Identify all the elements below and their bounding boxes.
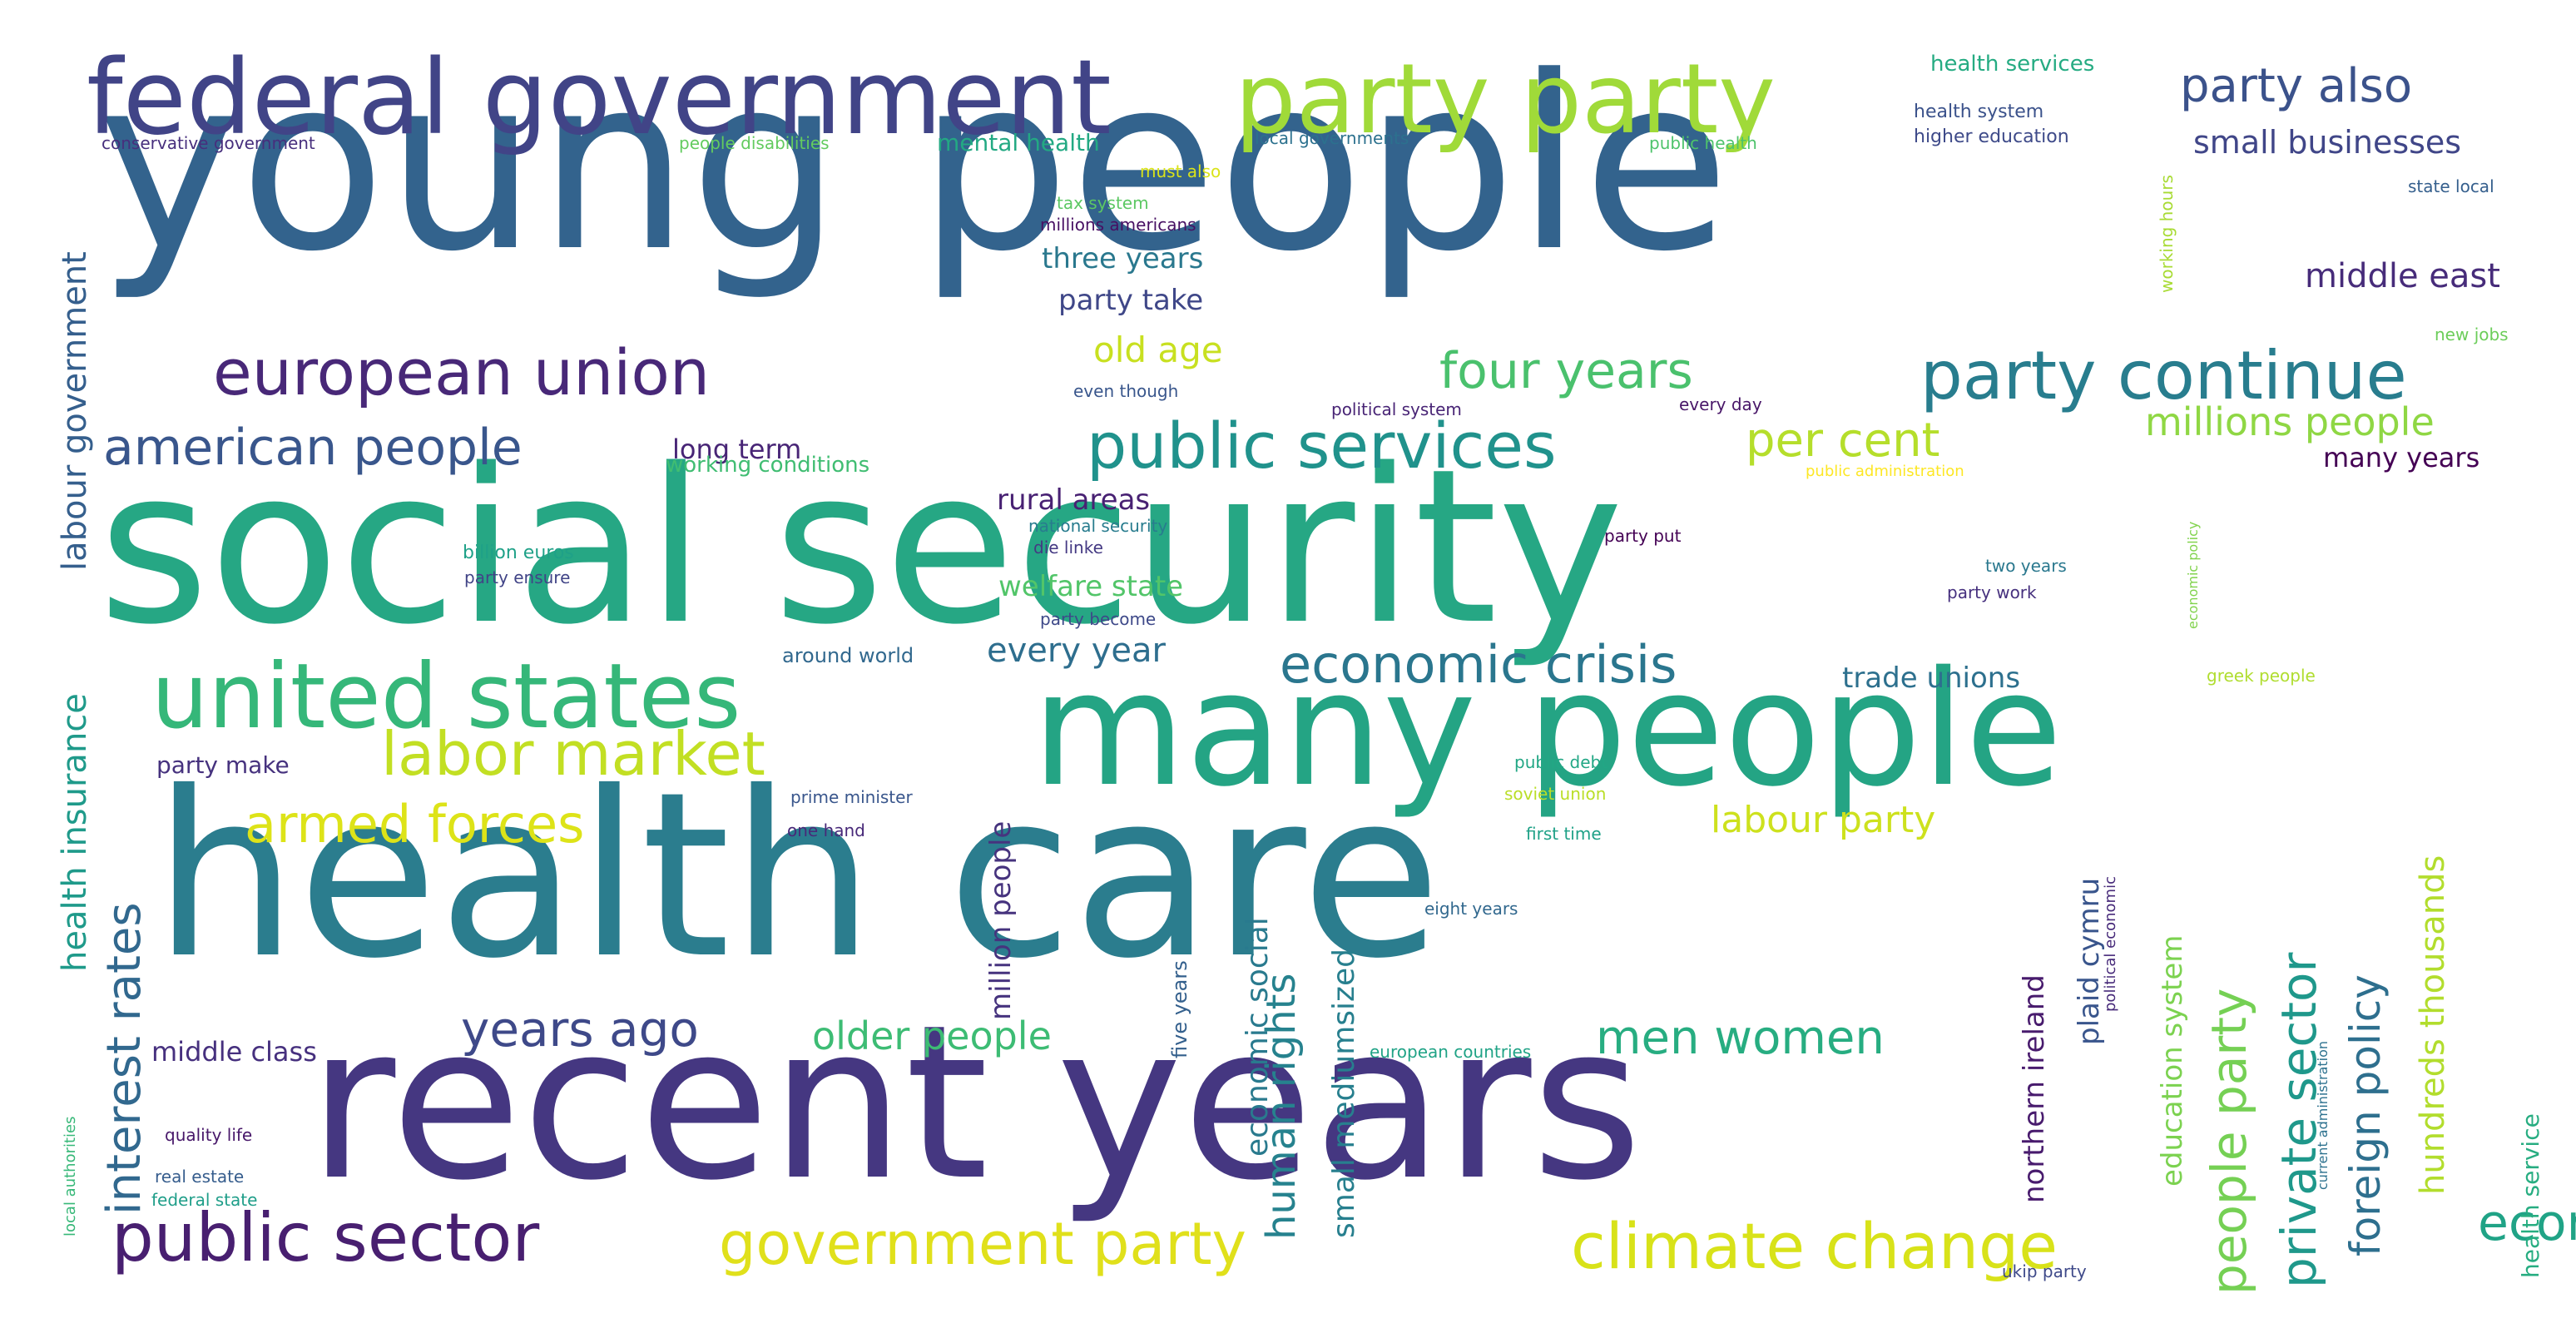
word: armed forces <box>245 794 585 855</box>
word: conservative government <box>102 133 315 153</box>
word: federal government <box>87 38 1112 158</box>
word: economic growth <box>2478 1194 2576 1252</box>
word: working conditions <box>666 453 870 478</box>
word: many years <box>2323 442 2480 473</box>
word: welfare state <box>998 570 1184 603</box>
word: middle class <box>151 1036 317 1068</box>
word: even though <box>1073 381 1179 401</box>
word: five years <box>1168 960 1191 1058</box>
word: old age <box>1093 330 1223 370</box>
word: american people <box>103 419 523 477</box>
word: recent years <box>308 979 1642 1227</box>
word: public services <box>1087 409 1557 483</box>
word: millions americans <box>1040 215 1196 235</box>
word: trade unions <box>1842 662 2021 695</box>
word: new jobs <box>2435 325 2509 344</box>
word: one hand <box>787 820 865 840</box>
word: million people <box>984 820 1018 1020</box>
word: local authorities <box>62 1116 79 1237</box>
word: party also <box>2180 59 2413 113</box>
word: economic social <box>1241 917 1275 1157</box>
word: ukip party <box>2002 1261 2087 1281</box>
word: state local <box>2408 176 2494 196</box>
word: people disabilities <box>679 133 830 153</box>
word: party party <box>1235 43 1776 156</box>
word: older people <box>812 1013 1052 1058</box>
word: mental health <box>937 129 1100 156</box>
word: per cent <box>1746 414 1940 468</box>
word: young people <box>97 25 1731 304</box>
word: first time <box>1526 824 1602 844</box>
word: national security <box>1028 516 1168 536</box>
word: european countries <box>1370 1042 1532 1062</box>
word: die linke <box>1033 538 1103 558</box>
word: greek people <box>2207 666 2316 686</box>
word: long term <box>672 434 802 465</box>
word: economic crisis <box>1280 634 1677 695</box>
word: labour party <box>1711 799 1936 841</box>
word: government party <box>719 1210 1246 1278</box>
word: northern ireland <box>2018 974 2051 1203</box>
word: economic policy <box>2185 521 2201 629</box>
word: men women <box>1596 1011 1885 1065</box>
word: health service <box>2517 1113 2544 1278</box>
word: tax system <box>1057 193 1149 213</box>
word: foreign policy <box>2341 974 2390 1256</box>
word: european union <box>213 335 711 409</box>
word: people party <box>2201 988 2257 1295</box>
word: around world <box>782 644 914 667</box>
word: working hours <box>2157 175 2177 293</box>
word: small mediumsized <box>1327 949 1361 1238</box>
word: health system <box>1914 102 2044 122</box>
word: climate change <box>1571 1209 2058 1283</box>
word: local governments <box>1255 128 1409 148</box>
word: public administration <box>1806 463 1964 480</box>
word: federal state <box>151 1190 258 1210</box>
word: public health <box>1649 133 1757 153</box>
word: political system <box>1331 399 1462 419</box>
word: three years <box>1042 242 1204 275</box>
word: four years <box>1439 342 1693 400</box>
word: real estate <box>155 1167 245 1187</box>
word: many people <box>1032 637 2063 821</box>
word: political economic <box>2102 876 2119 1012</box>
word: years ago <box>461 1001 699 1058</box>
word: labour government <box>56 251 94 571</box>
word: must also <box>1140 161 1221 181</box>
word: public sector <box>111 1199 540 1276</box>
word: millions people <box>2145 399 2435 444</box>
word: party continue <box>1920 337 2407 414</box>
word: higher education <box>1914 126 2069 147</box>
word: rural areas <box>997 483 1151 517</box>
word: party work <box>1947 582 2037 602</box>
word: party ensure <box>464 567 571 587</box>
word: public debt <box>1514 752 1608 772</box>
word: party make <box>156 751 290 779</box>
word: labor market <box>381 719 765 789</box>
word: education system <box>2156 934 2189 1187</box>
word: interest rates <box>97 902 151 1215</box>
word: social security <box>98 424 1624 671</box>
word: health services <box>1930 52 2095 77</box>
word: united states <box>151 645 741 749</box>
word: quality life <box>165 1125 253 1145</box>
word: health insurance <box>56 693 94 972</box>
word: every day <box>1679 394 1762 414</box>
word: party take <box>1058 284 1204 317</box>
word: eight years <box>1424 899 1518 919</box>
word: small businesses <box>2193 124 2462 161</box>
word: plaid cymru <box>2073 877 2106 1045</box>
word: billion euros <box>463 543 574 563</box>
word: hundreds thousands <box>2414 855 2452 1195</box>
word: middle east <box>2305 257 2500 295</box>
word: party become <box>1040 609 1157 629</box>
word: every year <box>987 632 1166 670</box>
word: soviet union <box>1504 784 1607 804</box>
word: health care <box>153 743 1442 1008</box>
word: party put <box>1604 526 1682 546</box>
word: two years <box>1985 556 2067 576</box>
word: current administration <box>2315 1040 2331 1190</box>
word: prime minister <box>790 787 913 807</box>
